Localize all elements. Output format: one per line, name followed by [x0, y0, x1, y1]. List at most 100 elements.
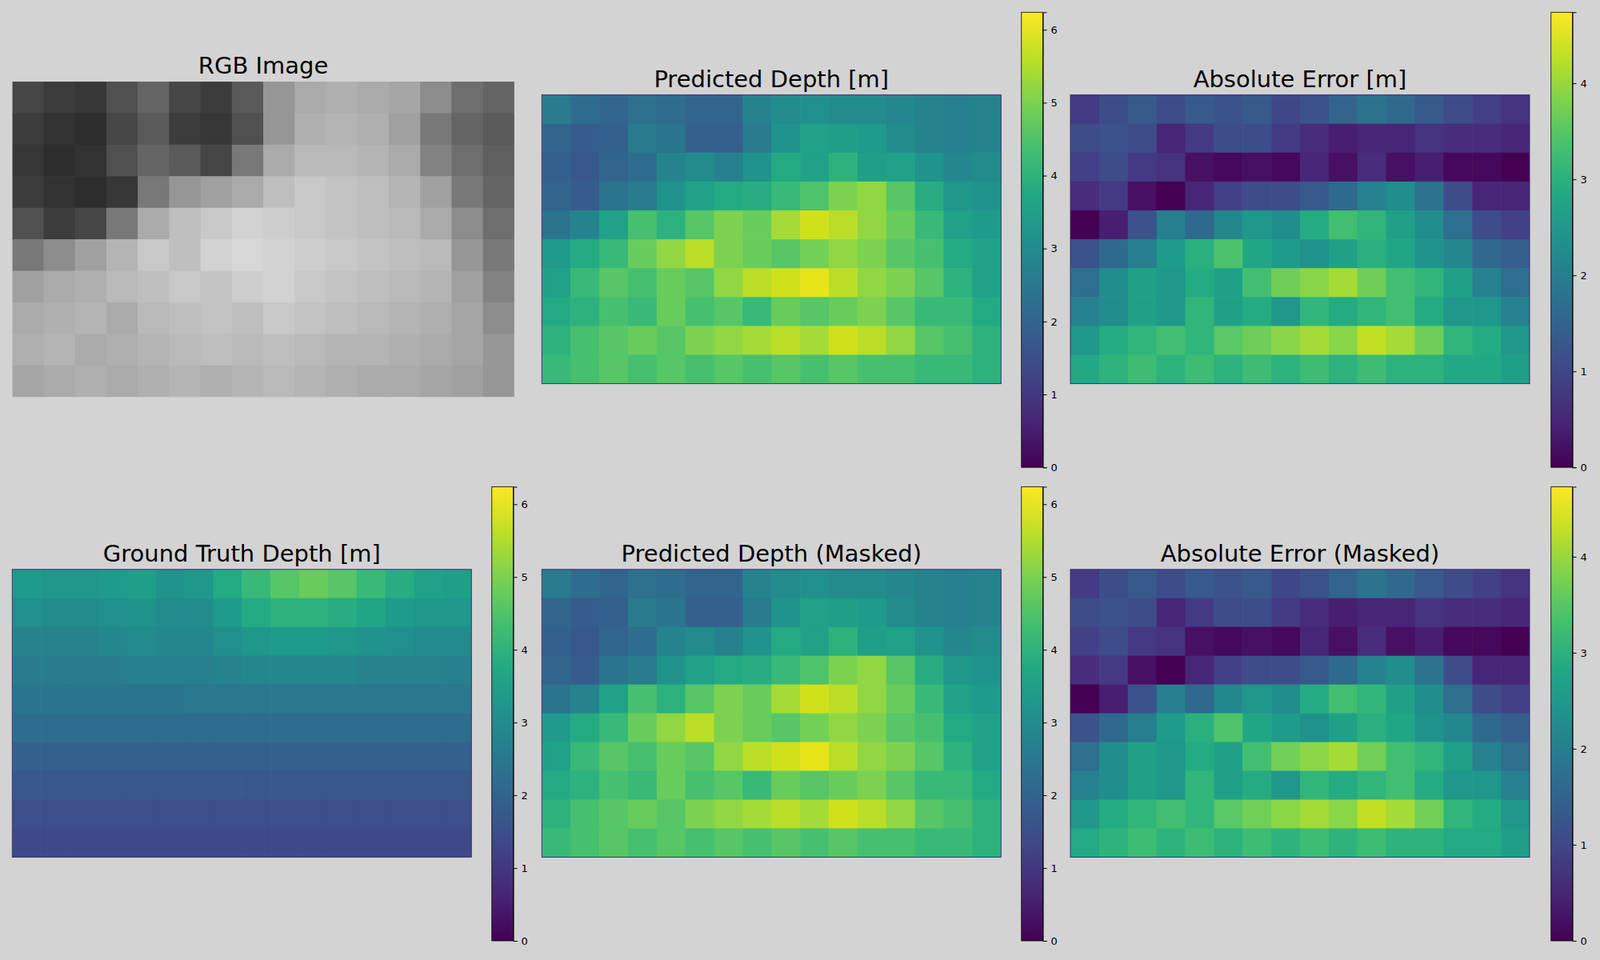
cell: [75, 333, 108, 366]
tick-label: 4: [1580, 551, 1588, 564]
cell: [12, 81, 44, 114]
cell: [263, 176, 296, 208]
cell: [886, 268, 916, 298]
cell: [12, 208, 44, 240]
cell: [69, 799, 99, 829]
cell: [570, 124, 600, 154]
cell: [414, 569, 444, 600]
cell: [1213, 95, 1243, 125]
cell: [828, 354, 858, 384]
cell: [263, 302, 296, 335]
cell: [200, 239, 233, 272]
cell: [1156, 656, 1186, 686]
cell: [1128, 742, 1157, 772]
cell: [685, 239, 715, 269]
cell: [771, 325, 800, 356]
cell: [656, 713, 686, 744]
cell: [1070, 325, 1100, 356]
cell: [1500, 354, 1530, 384]
cell: [1271, 771, 1300, 801]
cell: [771, 684, 800, 715]
frame: [12, 569, 472, 858]
cell: [1070, 239, 1100, 269]
cell: [1328, 684, 1358, 715]
cell: [388, 333, 421, 366]
cell: [886, 296, 916, 327]
cell: [44, 239, 76, 272]
cell: [442, 799, 472, 829]
cell: [1242, 354, 1272, 384]
cell: [326, 365, 359, 397]
cell: [137, 176, 170, 208]
cell: [168, 144, 201, 177]
cell: [628, 627, 657, 657]
tick-label: 5: [1051, 96, 1058, 109]
panel: RGB Image: [12, 52, 515, 398]
cell: [1213, 268, 1243, 298]
cell: [628, 684, 657, 715]
cell: [570, 627, 600, 657]
cell: [1357, 354, 1387, 384]
cell: [1213, 569, 1243, 600]
cell: [886, 569, 916, 600]
cell: [1099, 684, 1128, 715]
cell: [742, 828, 772, 857]
cell: [1070, 598, 1100, 628]
cell: [270, 713, 300, 744]
panel: Ground Truth Depth [m]0123456: [12, 486, 528, 947]
cell: [1414, 828, 1444, 857]
cell: [570, 656, 600, 686]
cell: [685, 684, 715, 715]
cell: [972, 713, 1001, 744]
cell: [12, 569, 41, 600]
cell: [1213, 152, 1243, 183]
tick: 4: [1572, 551, 1588, 564]
cell: [483, 365, 515, 397]
cell: [1357, 569, 1387, 600]
cell: [570, 828, 600, 857]
cell: [241, 569, 271, 600]
cell: [12, 302, 44, 335]
cell: [414, 771, 444, 801]
cell: [656, 296, 686, 327]
cell: [886, 239, 916, 269]
cell: [1357, 684, 1387, 715]
cell: [1472, 742, 1501, 772]
cell: [414, 742, 444, 772]
cell: [1099, 124, 1128, 154]
cell: [1271, 124, 1300, 154]
cell: [75, 112, 108, 145]
cell: [857, 771, 887, 801]
cells: [1070, 95, 1530, 384]
cell: [1070, 181, 1100, 212]
cell: [714, 713, 744, 744]
cell: [137, 81, 170, 114]
cell: [1414, 598, 1444, 628]
cell: [742, 799, 772, 829]
cell: [168, 271, 201, 304]
cell: [1128, 771, 1157, 801]
cell: [137, 365, 170, 397]
cell: [385, 569, 415, 600]
cell: [270, 828, 300, 857]
cell: [1128, 799, 1157, 829]
cell: [628, 181, 657, 212]
cell: [127, 569, 156, 600]
cell: [1099, 210, 1128, 240]
tick-mark: [1043, 248, 1048, 250]
cell: [1185, 354, 1215, 384]
cell: [1414, 124, 1444, 154]
tick-mark: [1043, 576, 1048, 578]
axis-line: [1572, 487, 1577, 942]
cell: [771, 95, 800, 125]
cell: [1156, 713, 1186, 744]
cell: [241, 828, 271, 857]
cell: [828, 742, 858, 772]
tick-label: 1: [1580, 839, 1588, 852]
cell: [106, 81, 139, 114]
colorbar: [1021, 486, 1044, 941]
cell: [1099, 569, 1128, 600]
cell: [685, 598, 715, 628]
cell: [75, 365, 108, 397]
cell: [972, 742, 1001, 772]
